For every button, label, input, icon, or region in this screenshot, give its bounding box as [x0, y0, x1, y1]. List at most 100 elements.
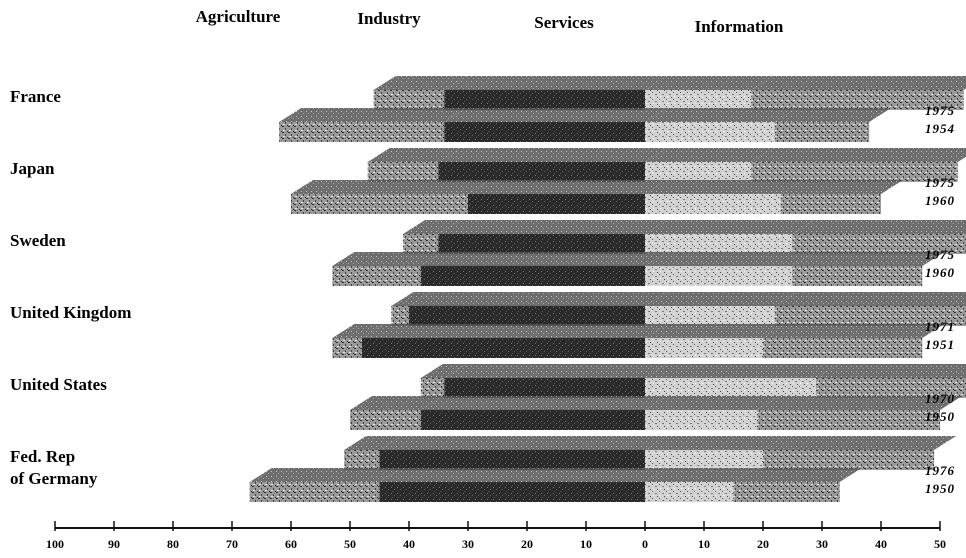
- bar-top-industry: [420, 252, 667, 266]
- x-tick-label: 30: [462, 537, 474, 551]
- bar-information-0-1975: [751, 76, 966, 110]
- bar-top-information: [757, 396, 962, 410]
- bar-information-3-1951: [763, 324, 945, 358]
- year-label: 1950: [925, 409, 955, 424]
- bar-front-information: [792, 234, 966, 254]
- year-label: 1975: [925, 247, 955, 262]
- bar-information-4-1970: [816, 364, 966, 398]
- bar-top-information: [780, 180, 903, 194]
- bar-front-industry: [379, 482, 645, 502]
- bar-front-services: [645, 338, 763, 358]
- bar-front-agriculture: [344, 450, 380, 470]
- bar-front-agriculture: [279, 122, 445, 142]
- bar-industry-2-1975: [438, 220, 667, 254]
- bar-industry-5-1976: [379, 436, 667, 470]
- bar-front-industry: [444, 122, 645, 142]
- year-label: 1975: [925, 103, 955, 118]
- bar-front-services: [645, 410, 758, 430]
- x-tick-label: 10: [698, 537, 710, 551]
- bar-services-5-1976: [645, 436, 785, 470]
- country-label: Japan: [10, 159, 55, 178]
- bar-services-0-1954: [645, 108, 797, 142]
- country-label: of Germany: [10, 469, 98, 488]
- year-label: 1976: [925, 463, 955, 478]
- bar-front-information: [774, 122, 870, 142]
- bar-front-agriculture: [373, 90, 445, 110]
- bar-industry-0-1975: [444, 76, 667, 110]
- bar-industry-4-1970: [444, 364, 667, 398]
- bar-top-industry: [444, 364, 667, 378]
- bar-front-industry: [420, 266, 645, 286]
- bar-front-industry: [444, 378, 645, 398]
- bar-top-agriculture: [291, 180, 490, 194]
- bar-front-services: [645, 482, 734, 502]
- x-tick-label: 40: [403, 537, 415, 551]
- year-label: 1954: [925, 121, 955, 136]
- bar-front-industry: [468, 194, 645, 214]
- bar-group: [249, 76, 966, 502]
- bar-top-industry: [409, 292, 667, 306]
- bar-top-information: [792, 252, 945, 266]
- year-label: 1970: [925, 391, 955, 406]
- bar-industry-3-1971: [409, 292, 667, 326]
- bar-front-industry: [420, 410, 645, 430]
- year-label: 1960: [925, 265, 955, 280]
- x-tick-label: 50: [934, 537, 946, 551]
- bar-services-0-1975: [645, 76, 774, 110]
- bar-front-information: [763, 450, 935, 470]
- country-label: Fed. Rep: [10, 447, 75, 466]
- bar-top-agriculture: [344, 436, 402, 450]
- bar-top-services: [645, 220, 815, 234]
- bar-top-services: [645, 324, 785, 338]
- x-tick-label: 90: [108, 537, 120, 551]
- bar-agriculture-5-1950: [249, 468, 402, 502]
- bar-front-services: [645, 122, 775, 142]
- bar-industry-1-1975: [438, 148, 667, 182]
- bar-services-4-1970: [645, 364, 839, 398]
- year-label: 1950: [925, 481, 955, 496]
- bar-front-industry: [438, 162, 645, 182]
- bar-top-industry: [438, 148, 667, 162]
- bar-top-agriculture: [367, 148, 461, 162]
- bar-front-agriculture: [249, 482, 380, 502]
- bar-top-services: [645, 108, 797, 122]
- year-label: 1960: [925, 193, 955, 208]
- bar-front-agriculture: [332, 338, 362, 358]
- bar-top-services: [645, 396, 780, 410]
- bar-agriculture-4-1970: [420, 364, 467, 398]
- bar-front-information: [792, 266, 923, 286]
- bar-information-2-1975: [792, 220, 966, 254]
- bar-information-1-1960: [780, 180, 903, 214]
- bar-top-services: [645, 76, 774, 90]
- bar-top-industry: [438, 220, 667, 234]
- bar-front-services: [645, 266, 793, 286]
- bar-services-4-1950: [645, 396, 780, 430]
- bar-front-information: [733, 482, 840, 502]
- bar-services-1-1975: [645, 148, 774, 182]
- bar-agriculture-0-1954: [279, 108, 467, 142]
- bar-industry-5-1950: [379, 468, 667, 502]
- bar-front-information: [774, 306, 966, 326]
- bar-top-industry: [420, 396, 667, 410]
- bar-top-information: [763, 436, 957, 450]
- bar-front-services: [645, 306, 775, 326]
- bar-front-services: [645, 194, 781, 214]
- bar-industry-1-1960: [468, 180, 667, 214]
- bar-top-agriculture: [403, 220, 461, 234]
- bar-information-5-1950: [733, 468, 862, 502]
- bar-top-industry: [379, 468, 667, 482]
- bar-top-agriculture: [332, 252, 443, 266]
- country-label: United Kingdom: [10, 303, 131, 322]
- country-label: Sweden: [10, 231, 66, 250]
- bar-front-agriculture: [420, 378, 445, 398]
- sector-header-agriculture: Agriculture: [196, 7, 281, 26]
- bar-top-services: [645, 180, 803, 194]
- bar-agriculture-3-1971: [391, 292, 431, 326]
- bar-front-industry: [444, 90, 645, 110]
- bar-front-information: [763, 338, 923, 358]
- bar-front-agriculture: [350, 410, 421, 430]
- bar-front-information: [816, 378, 966, 398]
- bar-front-industry: [379, 450, 645, 470]
- bar-front-agriculture: [291, 194, 468, 214]
- country-labels: France Japan Sweden United Kingdom United St…: [10, 87, 131, 488]
